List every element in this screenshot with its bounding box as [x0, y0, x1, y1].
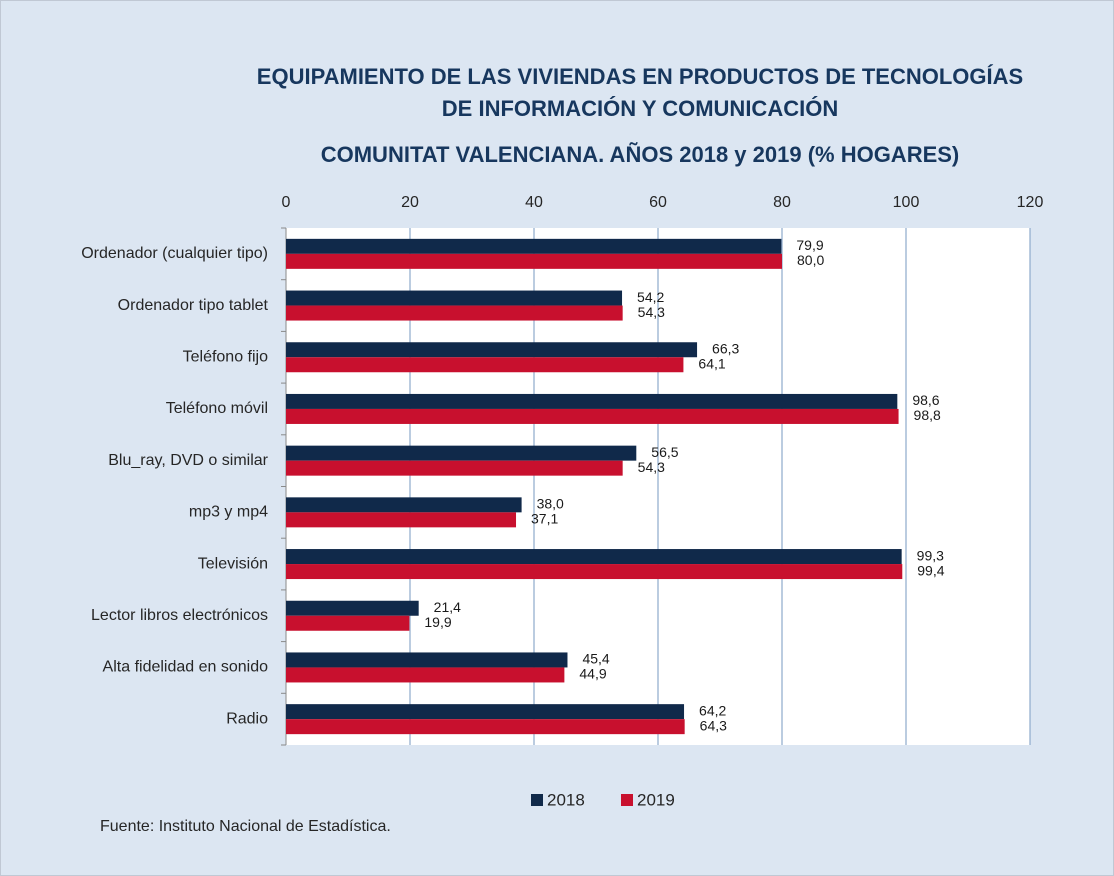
- data-label: 21,4: [434, 599, 461, 615]
- y-tick-label: Alta fidelidad en sonido: [103, 659, 269, 676]
- x-tick-label: 60: [649, 194, 667, 211]
- x-tick-label: 120: [1017, 194, 1044, 211]
- legend-label: 2018: [547, 790, 585, 809]
- data-label: 54,3: [638, 304, 665, 320]
- x-tick-label: 0: [282, 194, 291, 211]
- bar: [286, 667, 565, 683]
- data-label: 66,3: [712, 340, 739, 356]
- data-label: 64,3: [700, 717, 727, 733]
- bar: [286, 408, 899, 424]
- y-tick-label: Ordenador tipo tablet: [118, 297, 269, 314]
- data-label: 99,4: [917, 562, 944, 578]
- bar: [286, 290, 623, 306]
- legend-swatch: [531, 794, 543, 806]
- data-label: 44,9: [579, 666, 606, 682]
- chart-title: COMUNITAT VALENCIANA. AÑOS 2018 y 2019 (…: [321, 142, 960, 167]
- bar: [286, 445, 637, 461]
- y-tick-label: Teléfono móvil: [166, 400, 268, 417]
- bar: [286, 564, 903, 580]
- bar: [286, 393, 898, 409]
- y-tick-label: Televisión: [198, 555, 268, 572]
- data-label: 64,2: [699, 702, 726, 718]
- legend-swatch: [621, 794, 633, 806]
- data-label: 80,0: [797, 252, 824, 268]
- data-label: 37,1: [531, 511, 558, 527]
- x-tick-label: 20: [401, 194, 419, 211]
- bar: [286, 600, 419, 616]
- chart-title: DE INFORMACIÓN Y COMUNICACIÓN: [442, 96, 838, 121]
- bar: [286, 652, 568, 668]
- x-tick-label: 40: [525, 194, 543, 211]
- data-label: 54,3: [638, 459, 665, 475]
- data-label: 56,5: [651, 444, 678, 460]
- source: Fuente: Instituto Nacional de Estadístic…: [100, 818, 391, 835]
- y-tick-label: Radio: [226, 710, 268, 727]
- bar: [286, 549, 902, 565]
- bar: [286, 460, 623, 476]
- bar: [286, 704, 685, 720]
- bar: [286, 238, 782, 254]
- chart-title: EQUIPAMIENTO DE LAS VIVIENDAS EN PRODUCT…: [257, 64, 1023, 89]
- y-tick-label: mp3 y mp4: [189, 504, 268, 521]
- bar: [286, 512, 517, 528]
- data-label: 38,0: [537, 496, 564, 512]
- bar: [286, 497, 522, 513]
- y-tick-label: Lector libros electrónicos: [91, 607, 268, 624]
- data-label: 64,1: [698, 355, 725, 371]
- y-tick-label: Teléfono fijo: [183, 348, 268, 365]
- bar: [286, 357, 684, 373]
- bar: [286, 253, 782, 269]
- x-tick-label: 80: [773, 194, 791, 211]
- legend-label: 2019: [637, 790, 675, 809]
- data-label: 98,8: [914, 407, 941, 423]
- data-label: 79,9: [796, 237, 823, 253]
- data-label: 99,3: [917, 547, 944, 563]
- data-label: 54,2: [637, 289, 664, 305]
- bar: [286, 719, 685, 735]
- data-label: 45,4: [582, 651, 609, 667]
- bar: [286, 305, 623, 321]
- bar: [286, 342, 698, 358]
- y-tick-label: Blu_ray, DVD o similar: [108, 452, 268, 469]
- y-tick-label: Ordenador (cualquier tipo): [81, 245, 268, 262]
- data-label: 19,9: [424, 614, 451, 630]
- data-label: 98,6: [912, 392, 939, 408]
- x-tick-label: 100: [893, 194, 920, 211]
- bar: [286, 615, 410, 631]
